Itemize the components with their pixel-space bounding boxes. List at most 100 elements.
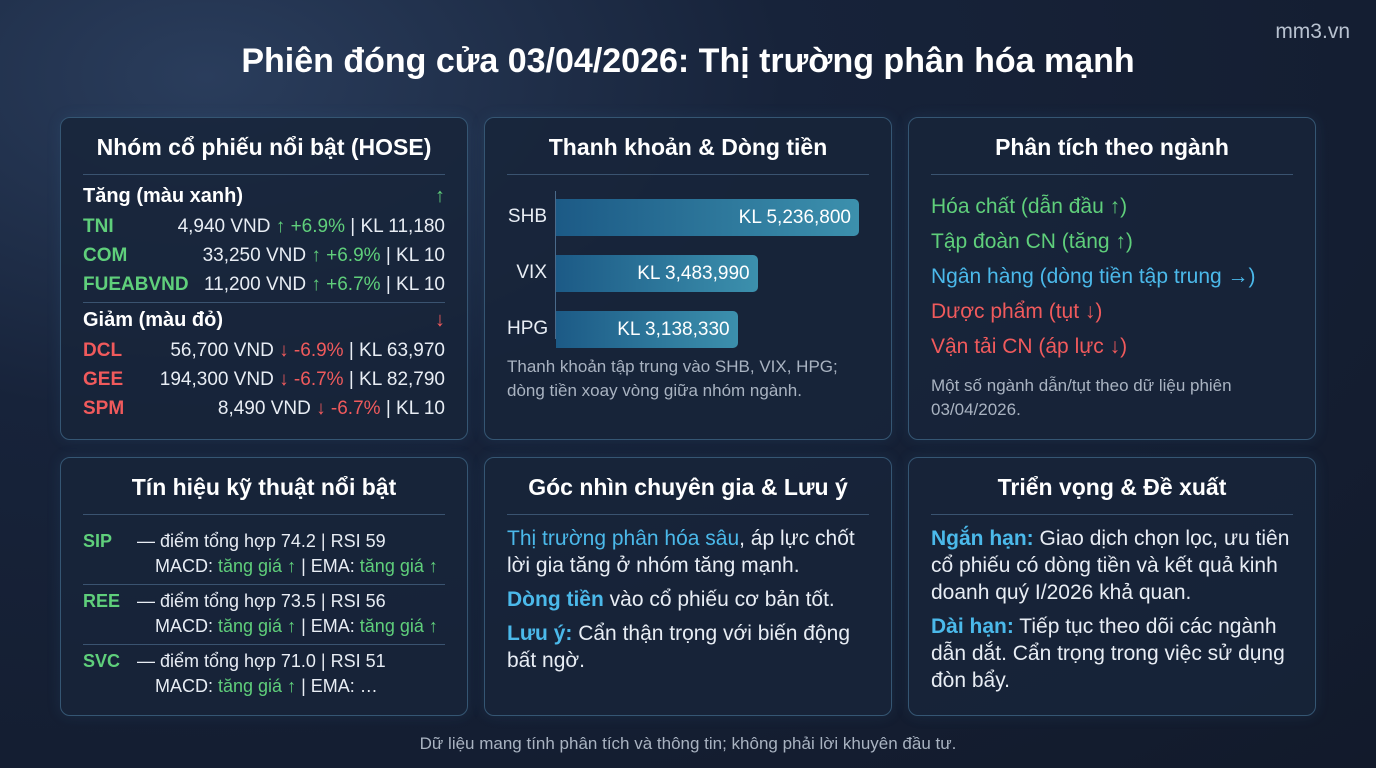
bar-label: SHB (507, 206, 547, 227)
indicator-line: MACD: tăng giá ↑ | EMA: … (83, 674, 445, 699)
price: 8,490 VND (217, 397, 311, 419)
stock-values: 11,200 VND ↑ +6.7% | KL 10 (204, 274, 445, 296)
ticker: SIP (83, 531, 113, 551)
bar-hpg: KL 3,138,330 (556, 311, 738, 348)
technical-line: SVC — điểm tổng hợp 71.0 | RSI 51 (83, 649, 445, 674)
indicator-line: MACD: tăng giá ↑ | EMA: tăng giá ↑ (83, 554, 445, 579)
arrow-down-icon: ↓ (435, 309, 445, 331)
stock-values: 33,250 VND ↑ +6.9% | KL 10 (203, 245, 445, 267)
change: ↓ -6.7% (279, 368, 344, 390)
liquidity-note: Thanh khoản tập trung vào SHB, VIX, HPG;… (507, 357, 838, 400)
bar-label: HPG (507, 318, 549, 339)
change: ↑ +6.7% (311, 273, 381, 295)
change: ↓ -6.9% (279, 339, 344, 361)
divider (83, 302, 445, 303)
liquidity-bar-chart: SHB KL 5,236,800 VIX KL 3,483,990 HPG KL 3,13… (507, 185, 869, 348)
stock-values: 194,300 VND ↓ -6.7% | KL 82,790 (160, 369, 445, 391)
macd-label: MACD: (155, 676, 213, 696)
liquidity-title: Thanh khoản & Dòng tiền (507, 118, 869, 175)
ticker: SVC (83, 651, 121, 671)
price: 4,940 VND (177, 215, 271, 237)
macd-value: tăng giá ↑ (218, 556, 297, 576)
expert-paragraph: Thị trường phân hóa sâu, áp lực chốt lời… (507, 525, 869, 579)
outlook-paragraph: Ngắn hạn: Giao dịch chọn lọc, ưu tiên cổ… (931, 525, 1293, 606)
ticker: DCL (83, 339, 123, 361)
disclaimer: Dữ liệu mang tính phân tích và thông tin… (419, 734, 957, 753)
ema-value: tăng giá ↑ (359, 556, 438, 576)
score-line: — điểm tổng hợp 73.5 | RSI 56 (137, 591, 386, 611)
ema-label: | EMA: (301, 676, 355, 696)
outlook-paragraph: Dài hạn: Tiếp tục theo dõi các ngành dẫn… (931, 613, 1293, 694)
sectors-title: Phân tích theo ngành (931, 118, 1293, 175)
text: Giao dịch chọn lọc, ưu tiên cổ phiếu có … (931, 527, 1290, 604)
stock-row: GEE 194,300 VND ↓ -6.7% | KL 82,790 (83, 365, 445, 394)
volume: | KL 82,790 (348, 368, 445, 390)
sector-item: Tập đoàn CN (tăng ↑) (931, 230, 1133, 253)
stock-values: 4,940 VND ↑ +6.9% | KL 11,180 (178, 216, 445, 238)
data-label: KL 3,138,330 (617, 318, 730, 340)
technical-item: SIP — điểm tổng hợp 74.2 | RSI 59 MACD: tă… (83, 525, 445, 585)
page-title: Phiên đóng cửa 03/04/2026: Thị trường ph… (241, 42, 1135, 80)
stocks-card: Nhóm cổ phiếu nổi bật (HOSE) Tăng (màu x… (60, 117, 468, 440)
text: vào cổ phiếu cơ bản tốt. (603, 588, 835, 611)
highlight: Lưu ý: (507, 622, 573, 645)
technical-item: REE — điểm tổng hợp 73.5 | RSI 56 MACD: tă… (83, 585, 445, 645)
sector-item: Dược phẩm (tụt ↓) (931, 300, 1103, 323)
volume: | KL 11,180 (350, 215, 445, 237)
stock-row: FUEABVND 11,200 VND ↑ +6.7% | KL 10 (83, 270, 445, 299)
chart-axis (555, 191, 556, 339)
outlook-card: Triển vọng & Đề xuất Ngắn hạn: Giao dịch… (908, 457, 1316, 716)
sector-item: Ngân hàng (dòng tiền tập trung →) (931, 265, 1256, 288)
ticker: GEE (83, 368, 124, 390)
bar-label: VIX (516, 262, 547, 283)
ema-value: … (359, 676, 378, 696)
sector-item: Vận tải CN (áp lực ↓) (931, 335, 1128, 358)
outlook-title: Triển vọng & Đề xuất (931, 458, 1293, 515)
watermark: mm3.vn (1275, 20, 1350, 43)
technical-line: REE — điểm tổng hợp 73.5 | RSI 56 (83, 589, 445, 614)
ema-label: | EMA: (301, 556, 355, 576)
stocks-title: Nhóm cổ phiếu nổi bật (HOSE) (83, 118, 445, 175)
macd-value: tăng giá ↑ (218, 616, 297, 636)
ticker: SPM (83, 397, 125, 419)
bar-vix: KL 3,483,990 (556, 255, 758, 292)
macd-value: tăng giá ↑ (218, 676, 297, 696)
expert-paragraph: Lưu ý: Cẩn thận trọng với biến động bất … (507, 620, 869, 674)
price: 194,300 VND (159, 368, 274, 390)
ema-value: tăng giá ↑ (359, 616, 438, 636)
stock-row: COM 33,250 VND ↑ +6.9% | KL 10 (83, 241, 445, 270)
ticker: TNI (83, 215, 114, 237)
price: 33,250 VND (202, 244, 307, 266)
expert-title: Góc nhìn chuyên gia & Lưu ý (507, 458, 869, 515)
stock-row: SPM 8,490 VND ↓ -6.7% | KL 10 (83, 394, 445, 423)
expert-paragraph: Dòng tiền vào cổ phiếu cơ bản tốt. (507, 586, 869, 613)
data-label: KL 3,483,990 (637, 262, 750, 284)
arrow-up-icon: ↑ (435, 185, 445, 207)
stock-row: TNI 4,940 VND ↑ +6.9% | KL 11,180 (83, 212, 445, 241)
volume: | KL 10 (385, 397, 445, 419)
volume: | KL 10 (385, 273, 445, 295)
bar-shb: KL 5,236,800 (556, 199, 859, 236)
ema-label: | EMA: (301, 616, 355, 636)
ticker: REE (83, 591, 121, 611)
technical-line: SIP — điểm tổng hợp 74.2 | RSI 59 (83, 529, 445, 554)
up-group-header: Tăng (màu xanh) ↑ (83, 185, 445, 208)
macd-label: MACD: (155, 616, 213, 636)
technical-item: SVC — điểm tổng hợp 71.0 | RSI 51 MACD: tă… (83, 645, 445, 704)
text: , áp lực chốt lời gia tăng ở nhóm tăng m… (507, 527, 855, 577)
macd-label: MACD: (155, 556, 213, 576)
technical-title: Tín hiệu kỹ thuật nổi bật (83, 458, 445, 515)
volume: | KL 63,970 (348, 339, 445, 361)
text: Tiếp tục theo dõi các ngành dẫn dắt. Cẩn… (931, 615, 1285, 692)
sectors-card: Phân tích theo ngành Hóa chất (dẫn đầu ↑… (908, 117, 1316, 440)
indicator-line: MACD: tăng giá ↑ | EMA: tăng giá ↑ (83, 614, 445, 639)
expert-card: Góc nhìn chuyên gia & Lưu ý Thị trường p… (484, 457, 892, 716)
change: ↑ +6.9% (275, 215, 345, 237)
sectors-note: Một số ngành dẫn/tụt theo dữ liệu phiên … (931, 376, 1232, 419)
text: Cẩn thận trọng với biến động bất ngờ. (507, 622, 850, 672)
score-line: — điểm tổng hợp 71.0 | RSI 51 (137, 651, 386, 671)
stock-values: 56,700 VND ↓ -6.9% | KL 63,970 (170, 340, 445, 362)
score-line: — điểm tổng hợp 74.2 | RSI 59 (137, 531, 386, 551)
change: ↓ -6.7% (316, 397, 381, 419)
price: 56,700 VND (170, 339, 274, 361)
